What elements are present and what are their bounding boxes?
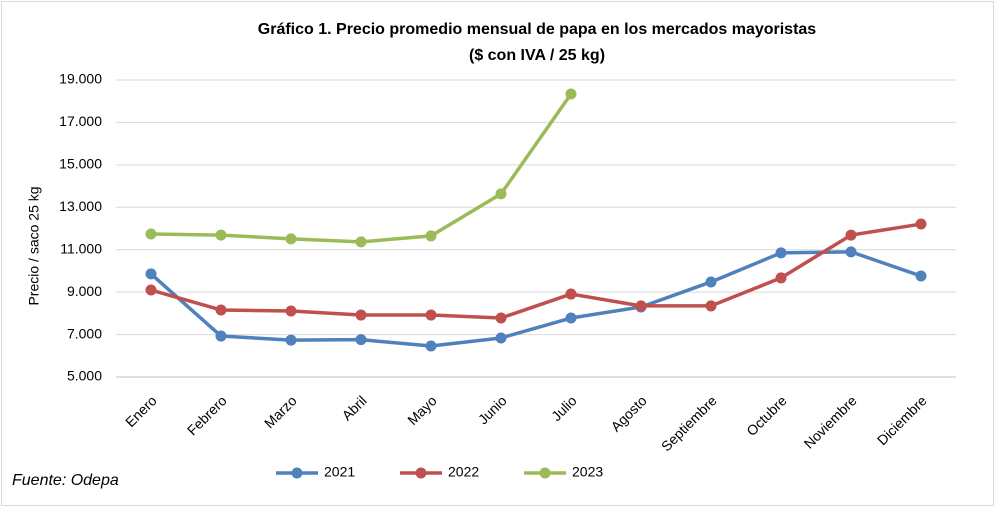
data-point [145, 228, 157, 240]
legend-marker [539, 467, 551, 479]
data-point [145, 268, 157, 280]
data-point [285, 334, 297, 346]
data-point [775, 247, 787, 259]
y-tick-label: 9.000 [67, 283, 102, 299]
series-line [149, 250, 922, 348]
data-point [705, 300, 717, 312]
source-note: Fuente: Odepa [12, 472, 119, 489]
y-tick-label: 11.000 [60, 240, 102, 256]
data-point [215, 304, 227, 316]
data-point [845, 229, 857, 241]
legend-label: 2023 [572, 464, 603, 480]
data-point [565, 312, 577, 324]
y-tick-label: 5.000 [67, 368, 102, 384]
legend-label: 2021 [324, 464, 355, 480]
data-point [355, 236, 367, 248]
data-point [215, 229, 227, 241]
data-point [425, 309, 437, 321]
data-point [355, 334, 367, 346]
y-tick-label: 15.000 [59, 156, 102, 172]
data-point [425, 340, 437, 352]
data-point [495, 188, 507, 200]
y-tick-label: 13.000 [59, 198, 102, 214]
legend-label: 2022 [448, 464, 479, 480]
data-point [705, 276, 717, 288]
y-tick-label: 7.000 [67, 325, 102, 341]
data-point [355, 309, 367, 321]
series-line [150, 222, 922, 320]
data-point [285, 233, 297, 245]
data-point [495, 312, 507, 324]
legend-marker [291, 467, 303, 479]
y-tick-label: 17.000 [59, 113, 102, 129]
data-point [565, 288, 577, 300]
data-point [425, 230, 437, 242]
chart-title: Gráfico 1. Precio promedio mensual de pa… [258, 21, 817, 38]
legend-marker [415, 467, 427, 479]
data-point [915, 218, 927, 230]
data-point [845, 246, 857, 258]
chart-subtitle: ($ con IVA / 25 kg) [469, 47, 605, 64]
y-tick-label: 19.000 [59, 71, 102, 87]
data-point [145, 284, 157, 296]
data-point [215, 330, 227, 342]
data-point [285, 305, 297, 317]
data-point [635, 300, 647, 312]
data-point [915, 270, 927, 282]
data-point [565, 88, 577, 100]
data-point [775, 272, 787, 284]
data-point [495, 332, 507, 344]
y-axis-label: Precio / saco 25 kg [26, 186, 42, 305]
